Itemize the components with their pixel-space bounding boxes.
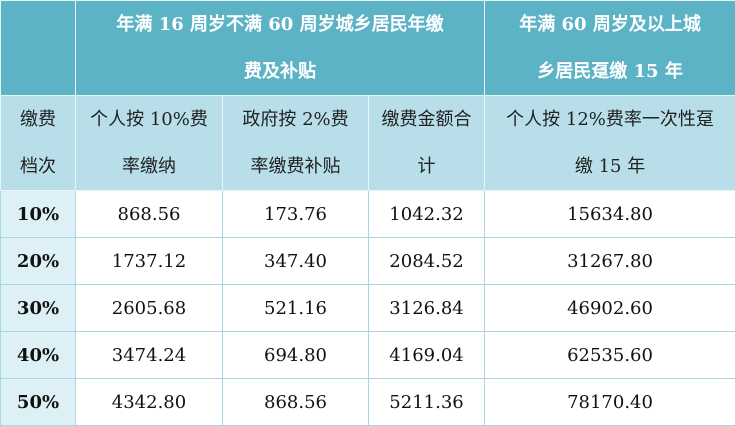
value-cell: 694.80: [222, 331, 369, 379]
value-cell: 2084.52: [367, 237, 486, 285]
table-row: 50% 4342.80 868.56 5211.36 78170.40: [0, 378, 735, 426]
group-header: 年满 16 周岁不满 60 周岁城乡居民年缴费及补贴: [74, 0, 486, 96]
group-header-row: 年满 16 周岁不满 60 周岁城乡居民年缴费及补贴 年满 60 周岁及以上城乡…: [0, 0, 735, 96]
column-header: 个人按 12%费率一次性趸缴 15 年: [484, 95, 735, 191]
level-cell: 30%: [0, 284, 76, 332]
value-cell: 1042.32: [367, 190, 486, 238]
value-cell: 46902.60: [484, 284, 735, 332]
value-cell: 347.40: [222, 237, 369, 285]
column-header: 缴费档次: [0, 95, 76, 191]
value-cell: 4169.04: [367, 331, 486, 379]
column-header: 政府按 2%费率缴费补贴: [222, 95, 369, 191]
value-cell: 868.56: [75, 190, 223, 238]
level-cell: 20%: [0, 237, 76, 285]
value-cell: 521.16: [222, 284, 369, 332]
value-cell: 2605.68: [75, 284, 223, 332]
group-header: 年满 60 周岁及以上城乡居民趸缴 15 年: [484, 0, 735, 96]
value-cell: 62535.60: [484, 331, 735, 379]
value-cell: 15634.80: [484, 190, 735, 238]
level-cell: 40%: [0, 331, 76, 379]
table-row: 10% 868.56 173.76 1042.32 15634.80: [0, 190, 735, 238]
value-cell: 1737.12: [75, 237, 223, 285]
column-header: 缴费金额合计: [367, 95, 486, 191]
table-row: 20% 1737.12 347.40 2084.52 31267.80: [0, 237, 735, 285]
value-cell: 173.76: [222, 190, 369, 238]
column-header-row: 缴费档次 个人按 10%费率缴纳 政府按 2%费率缴费补贴 缴费金额合计 个人按…: [0, 95, 735, 191]
value-cell: 4342.80: [75, 378, 223, 426]
value-cell: 3126.84: [367, 284, 486, 332]
value-cell: 5211.36: [367, 378, 486, 426]
level-cell: 50%: [0, 378, 76, 426]
value-cell: 78170.40: [484, 378, 735, 426]
level-cell: 10%: [0, 190, 76, 238]
table-row: 30% 2605.68 521.16 3126.84 46902.60: [0, 284, 735, 332]
table-row: 40% 3474.24 694.80 4169.04 62535.60: [0, 331, 735, 379]
value-cell: 3474.24: [75, 331, 223, 379]
value-cell: 31267.80: [484, 237, 735, 285]
corner-cell: [0, 0, 76, 96]
column-header: 个人按 10%费率缴纳: [75, 95, 223, 191]
value-cell: 868.56: [222, 378, 369, 426]
